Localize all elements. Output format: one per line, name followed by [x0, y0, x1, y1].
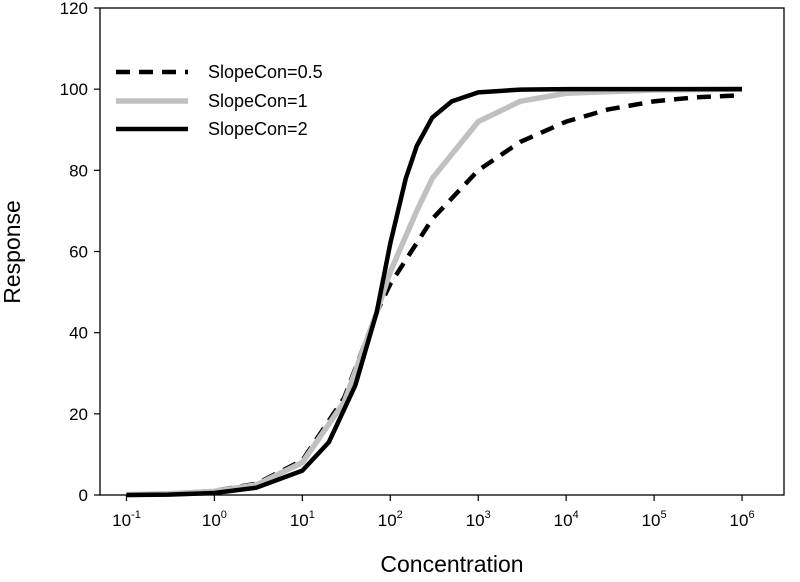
legend-label-2: SlopeCon=1: [208, 91, 308, 111]
series-line-1: [126, 93, 743, 497]
y-tick-label: 80: [69, 161, 88, 180]
x-tick-exponent: -1: [131, 509, 141, 521]
x-tick-base: 10: [290, 511, 309, 530]
x-tick-base: 10: [378, 511, 397, 530]
series-layer: [126, 86, 743, 498]
x-tick-base: 10: [202, 511, 221, 530]
x-tick-exponent: 5: [661, 509, 667, 521]
x-axis: 10-1 100 101 102 103 104 105 106: [112, 495, 755, 530]
x-tick-exponent: 2: [397, 509, 403, 521]
x-tick-exponent: 3: [485, 509, 491, 521]
series-line-2: [126, 86, 743, 498]
legend-label-3: SlopeCon=2: [208, 119, 308, 139]
x-tick-base: 10: [554, 511, 573, 530]
x-tick-label: 103: [466, 509, 491, 530]
legend: SlopeCon=0.5 SlopeCon=1 SlopeCon=2: [116, 62, 323, 139]
x-tick-label: 10-1: [112, 509, 141, 530]
plot-frame: [99, 7, 785, 496]
x-tick-base: 10: [466, 511, 485, 530]
series-line-3: [126, 86, 743, 498]
x-tick-base: 10: [112, 511, 131, 530]
x-tick-label: 106: [730, 509, 755, 530]
y-axis-title: Response: [0, 200, 25, 304]
y-tick-label: 0: [79, 486, 88, 505]
x-tick-label: 101: [290, 509, 315, 530]
legend-label-1: SlopeCon=0.5: [208, 62, 323, 82]
y-tick-label: 40: [69, 324, 88, 343]
x-tick-exponent: 6: [748, 509, 754, 521]
x-tick-base: 10: [730, 511, 749, 530]
x-tick-base: 10: [642, 511, 661, 530]
x-tick-exponent: 4: [573, 509, 579, 521]
x-tick-label: 100: [202, 509, 227, 530]
x-tick-exponent: 0: [221, 509, 227, 521]
y-tick-label: 100: [60, 80, 88, 99]
y-tick-label: 120: [60, 0, 88, 18]
y-tick-label: 60: [69, 243, 88, 262]
x-axis-title: Concentration: [380, 551, 523, 577]
y-tick-label: 20: [69, 405, 88, 424]
x-tick-exponent: 1: [309, 509, 315, 521]
x-tick-label: 102: [378, 509, 403, 530]
x-tick-label: 104: [554, 509, 579, 530]
y-axis: 0 20 40 60 80 100 120: [60, 0, 100, 505]
x-tick-label: 105: [642, 509, 667, 530]
